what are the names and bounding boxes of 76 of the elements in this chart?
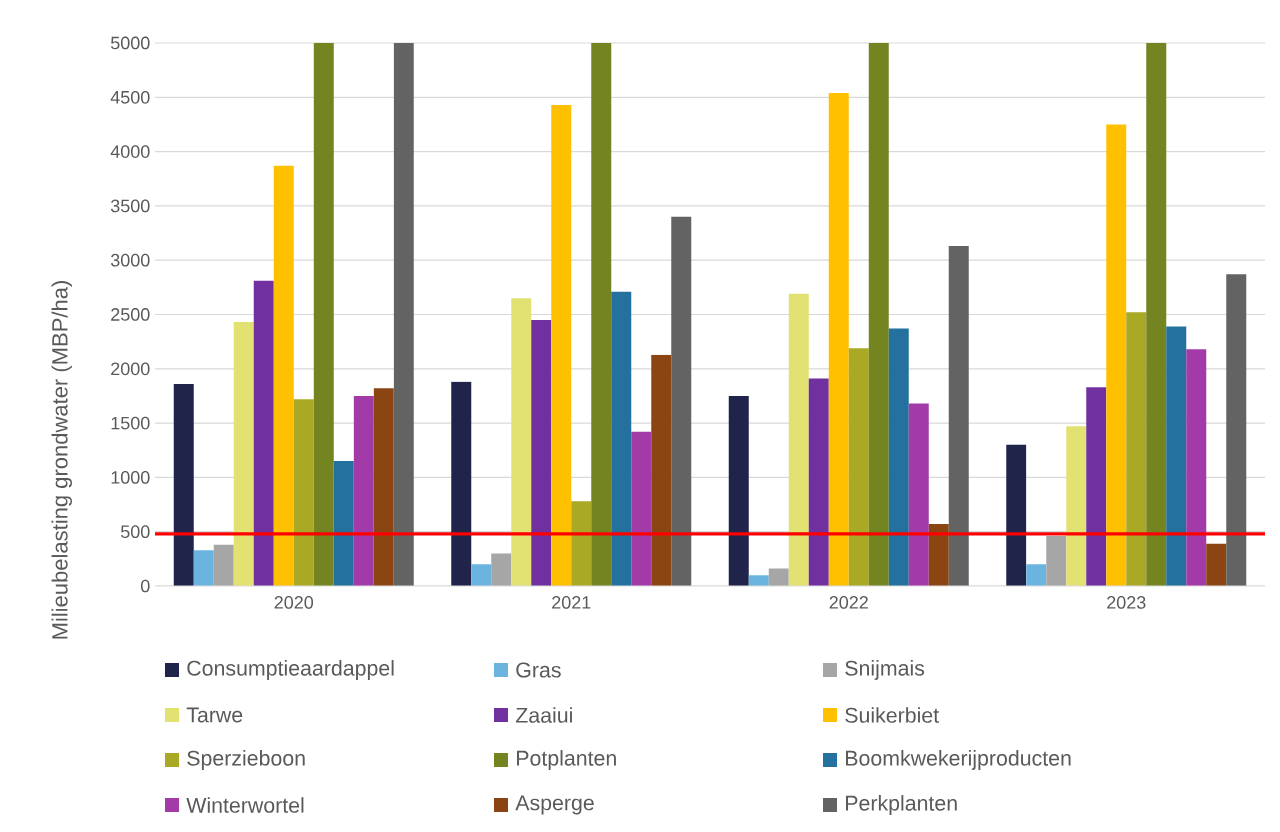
bar (1126, 312, 1147, 586)
bar (768, 568, 789, 586)
legend-label: Tarwe (186, 707, 243, 723)
x-tick-label: 2023 (1107, 596, 1146, 609)
bar (273, 165, 294, 586)
legend-label: Asperge (515, 795, 594, 815)
bar (393, 42, 414, 586)
bar (313, 42, 334, 586)
bar (868, 42, 889, 586)
bar (808, 378, 829, 586)
bar (748, 575, 769, 586)
bar (1226, 274, 1247, 586)
bar (353, 395, 374, 586)
legend-label: Gras (516, 662, 561, 678)
y-axis-title: Milieubelasting grondwater (MBP/ha) (51, 281, 73, 639)
bar (948, 246, 969, 586)
bar (531, 319, 552, 586)
y-tick-label: 5000 (110, 36, 150, 50)
bar (1046, 536, 1067, 586)
bar (928, 524, 949, 586)
bar (1186, 349, 1207, 586)
bar (551, 104, 572, 586)
bar (1086, 387, 1107, 586)
x-tick-label: 2020 (274, 596, 314, 609)
legend-label: Zaaiui (515, 707, 572, 723)
bar (293, 399, 314, 586)
y-tick-label: 3000 (110, 253, 150, 267)
legend-label: Sperzieboon (187, 750, 305, 770)
bar (651, 354, 672, 586)
bar (491, 553, 512, 586)
legend-label: Snijmais (845, 660, 925, 680)
bar (888, 328, 909, 586)
bar (571, 501, 592, 586)
y-tick-label: 3500 (110, 199, 150, 213)
y-tick-label: 0 (140, 579, 150, 593)
bar (471, 564, 492, 586)
bar (373, 388, 394, 586)
bar (908, 403, 929, 586)
bar (193, 550, 214, 586)
legend-label: Boomkwekerijproducten (846, 750, 1071, 770)
bar (451, 381, 472, 586)
legend-label: Potplanten (517, 750, 616, 770)
bar (848, 348, 869, 586)
bar (788, 293, 809, 586)
bar (511, 298, 532, 586)
bar (1106, 124, 1127, 586)
bar (1146, 42, 1167, 586)
bar (1066, 426, 1087, 586)
bar (253, 280, 274, 586)
y-tick-label: 2500 (111, 308, 150, 321)
bar (233, 322, 254, 586)
bar (631, 431, 652, 586)
y-tick-label: 4500 (110, 90, 150, 104)
bar (173, 384, 194, 586)
x-tick-label: 2021 (552, 596, 591, 609)
y-tick-label: 1500 (111, 416, 150, 430)
bar (1026, 564, 1047, 586)
bar (1166, 326, 1187, 586)
bar (611, 291, 632, 586)
y-tick-label: 2000 (111, 362, 150, 376)
legend-label: Suikerbiet (845, 707, 939, 723)
bar (333, 461, 354, 586)
bar (591, 42, 612, 586)
bar (728, 395, 749, 586)
legend-label: Winterwortel (186, 797, 304, 813)
bar (1006, 444, 1027, 586)
bar (213, 544, 234, 586)
y-tick-label: 4000 (110, 145, 150, 158)
bar (828, 92, 849, 586)
x-tick-label: 2022 (829, 596, 868, 609)
y-tick-label: 1000 (111, 471, 150, 484)
bar (671, 216, 692, 586)
bar (1206, 543, 1227, 586)
legend-label: Consumptieaardappel (187, 660, 394, 680)
legend-label: Perkplanten (846, 795, 957, 815)
y-tick-label: 500 (120, 525, 150, 539)
